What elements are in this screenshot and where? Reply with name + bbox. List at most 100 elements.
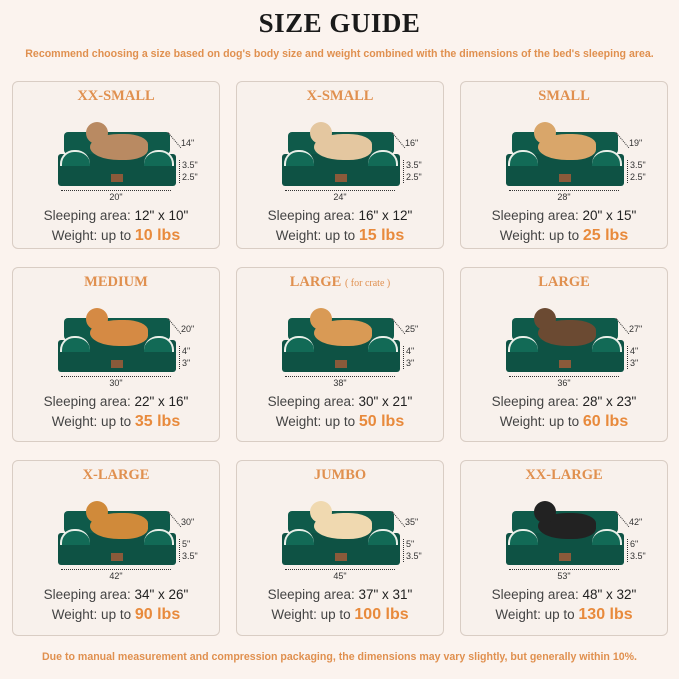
weight-label: Weight: up to <box>51 414 132 429</box>
weight: Weight: up to 130 lbs <box>461 606 667 624</box>
width-line: 38" <box>285 376 395 388</box>
width-line: 45" <box>285 569 395 581</box>
weight: Weight: up to 60 lbs <box>461 413 667 431</box>
depth-dimension: 27" <box>629 324 643 334</box>
width-dimension: 28" <box>557 192 571 202</box>
width-dimension: 45" <box>333 571 347 581</box>
size-card: LARGE 27" 4" 3" 36" Sleeping area: 28" x… <box>460 267 668 442</box>
bed-image <box>58 122 176 186</box>
subtitle: Recommend choosing a size based on dog's… <box>25 48 654 60</box>
base-dimension: 3.5" <box>627 551 646 562</box>
width-line: 20" <box>61 190 171 202</box>
weight-value: 25 lbs <box>582 227 629 244</box>
base-dimension: 3" <box>627 358 638 369</box>
height-dimension: 3.5" <box>403 160 422 171</box>
width-line: 28" <box>509 190 619 202</box>
sleeping-area-value: 22" x 16" <box>134 394 189 409</box>
depth-dimension: 16" <box>405 138 419 148</box>
base-dimension: 3.5" <box>403 551 422 562</box>
size-name: MEDIUM <box>13 274 219 291</box>
size-card: X-LARGE 30" 5" 3.5" 42" Sleeping area: 3… <box>12 460 220 636</box>
brand-tag <box>111 174 123 182</box>
sleeping-area: Sleeping area: 20" x 15" <box>461 208 667 223</box>
sleeping-area: Sleeping area: 37" x 31" <box>237 587 443 602</box>
width-dimension: 53" <box>557 571 571 581</box>
brand-tag <box>111 360 123 368</box>
weight-label: Weight: up to <box>271 607 351 622</box>
weight-label: Weight: up to <box>275 228 356 243</box>
sleeping-area-label: Sleeping area: <box>491 587 579 602</box>
bed-image <box>282 501 400 565</box>
weight-value: 15 lbs <box>358 227 405 244</box>
depth-dimension: 42" <box>629 517 643 527</box>
height-dimension: 3.5" <box>627 160 646 171</box>
sleeping-area-value: 28" x 23" <box>582 394 637 409</box>
size-label: X-LARGE <box>82 467 150 483</box>
weight-label: Weight: up to <box>499 414 580 429</box>
weight-label: Weight: up to <box>499 228 580 243</box>
pet-image <box>534 308 596 346</box>
weight-value: 35 lbs <box>134 413 181 430</box>
size-label: SMALL <box>538 88 590 104</box>
width-dimension: 42" <box>109 571 123 581</box>
depth-dimension: 19" <box>629 138 643 148</box>
sleeping-area-label: Sleeping area: <box>267 208 355 223</box>
size-card: SMALL 19" 3.5" 2.5" 28" Sleeping area: 2… <box>460 81 668 249</box>
size-card: XX-SMALL 14" 3.5" 2.5" 20" Sleeping area… <box>12 81 220 249</box>
size-label: LARGE <box>538 274 590 290</box>
sleeping-area-label: Sleeping area: <box>267 394 355 409</box>
brand-tag <box>559 174 571 182</box>
height-dimension: 4" <box>627 346 638 357</box>
weight: Weight: up to 15 lbs <box>237 227 443 245</box>
depth-dimension: 25" <box>405 324 419 334</box>
pet-image <box>86 308 148 346</box>
width-dimension: 30" <box>109 378 123 388</box>
pet-image <box>534 122 596 160</box>
bed-image <box>506 308 624 372</box>
size-card: JUMBO 35" 5" 3.5" 45" Sleeping area: 37"… <box>236 460 444 636</box>
page-title: SIZE GUIDE <box>258 8 421 38</box>
size-name: X-SMALL <box>237 88 443 105</box>
bed-image <box>282 122 400 186</box>
width-line: 30" <box>61 376 171 388</box>
width-line: 42" <box>61 569 171 581</box>
height-dimension: 5" <box>403 539 414 550</box>
sleeping-area: Sleeping area: 22" x 16" <box>13 394 219 409</box>
sleeping-area-value: 12" x 10" <box>134 208 189 223</box>
pet-image <box>310 122 372 160</box>
bed-image <box>58 308 176 372</box>
sleeping-area: Sleeping area: 16" x 12" <box>237 208 443 223</box>
sleeping-area-value: 37" x 31" <box>358 587 413 602</box>
size-card: XX-LARGE 42" 6" 3.5" 53" Sleeping area: … <box>460 460 668 636</box>
size-card: X-SMALL 16" 3.5" 2.5" 24" Sleeping area:… <box>236 81 444 249</box>
depth-dimension: 20" <box>181 324 195 334</box>
width-dimension: 24" <box>333 192 347 202</box>
height-dimension: 3.5" <box>179 160 198 171</box>
size-grid: XX-SMALL 14" 3.5" 2.5" 20" Sleeping area… <box>12 81 668 636</box>
depth-dimension: 14" <box>181 138 195 148</box>
width-line: 53" <box>509 569 619 581</box>
depth-dimension: 30" <box>181 517 195 527</box>
sleeping-area-label: Sleeping area: <box>43 587 131 602</box>
bed-image <box>506 122 624 186</box>
weight-label: Weight: up to <box>51 607 132 622</box>
size-name: X-LARGE <box>13 467 219 484</box>
sleeping-area: Sleeping area: 28" x 23" <box>461 394 667 409</box>
base-dimension: 3" <box>179 358 190 369</box>
size-name: JUMBO <box>237 467 443 484</box>
bed-image <box>282 308 400 372</box>
brand-tag <box>111 553 123 561</box>
size-card: MEDIUM 20" 4" 3" 30" Sleeping area: 22" … <box>12 267 220 442</box>
weight-label: Weight: up to <box>495 607 575 622</box>
pet-image <box>310 308 372 346</box>
sleeping-area-value: 48" x 32" <box>582 587 637 602</box>
weight: Weight: up to 35 lbs <box>13 413 219 431</box>
sleeping-area: Sleeping area: 12" x 10" <box>13 208 219 223</box>
brand-tag <box>559 553 571 561</box>
pet-image <box>310 501 372 539</box>
width-dimension: 20" <box>109 192 123 202</box>
weight: Weight: up to 50 lbs <box>237 413 443 431</box>
weight-value: 50 lbs <box>358 413 405 430</box>
weight-value: 130 lbs <box>578 606 633 623</box>
size-card: LARGE ( for crate ) 25" 4" 3" 38" Sleepi… <box>236 267 444 442</box>
